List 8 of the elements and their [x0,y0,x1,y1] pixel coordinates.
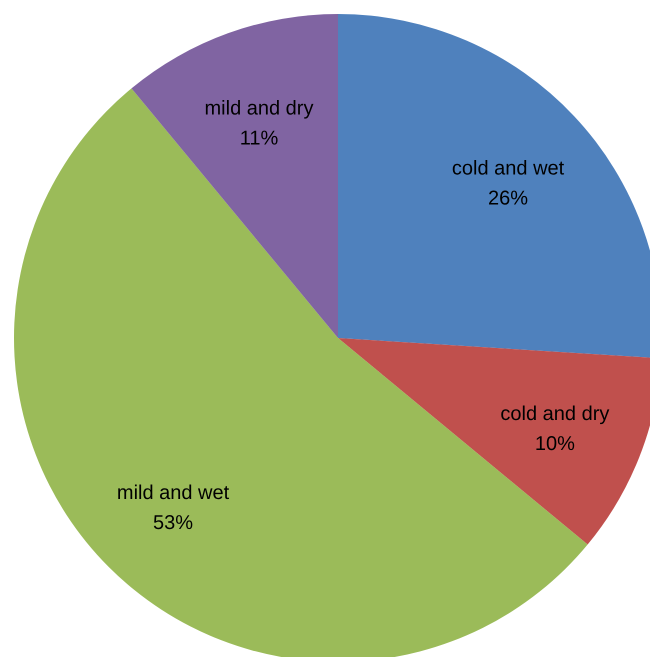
data-label: 26% [488,187,528,210]
slice-label: cold and wet [452,157,565,180]
data-label: 53% [153,512,194,534]
slice-label: mild and dry [204,98,314,120]
slice-label: cold and dry [500,402,610,425]
data-label: 10% [534,432,576,455]
slice-label: mild and wet [116,482,230,504]
data-label: 11% [240,128,278,150]
